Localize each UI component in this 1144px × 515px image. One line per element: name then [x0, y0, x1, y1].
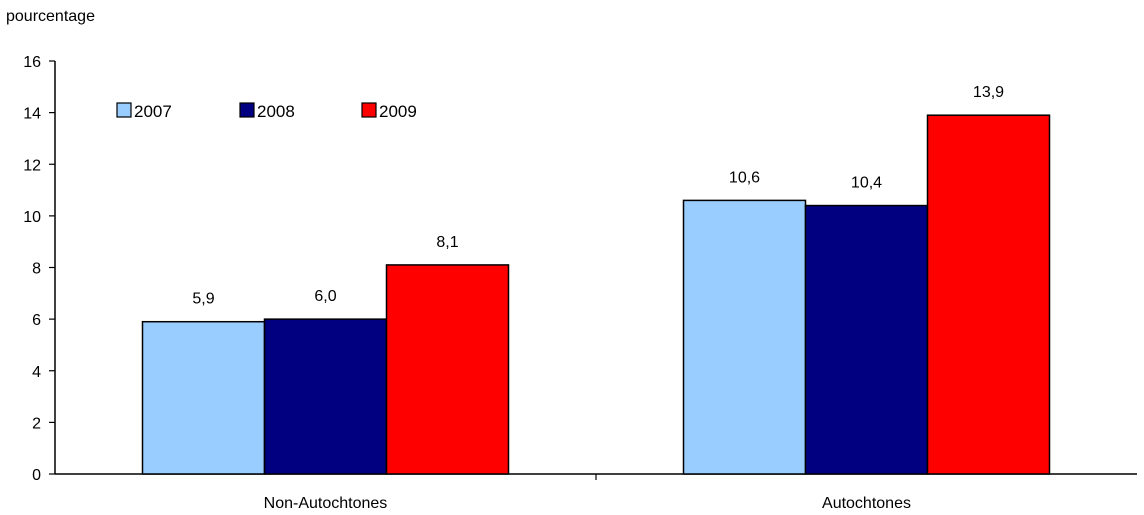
- y-tick-label: 4: [32, 364, 41, 381]
- bar-2008-non-autochtones: [263, 318, 388, 475]
- legend-swatch-2009: [361, 102, 377, 118]
- x-category-label: Non-Autochtones: [264, 495, 388, 512]
- y-tick-label: 8: [32, 261, 41, 278]
- legend-label-2009: 2009: [379, 102, 417, 121]
- bar-2009-non-autochtones: [385, 264, 510, 475]
- data-label: 8,1: [436, 234, 458, 251]
- data-label: 10,6: [729, 169, 760, 186]
- data-label: 13,9: [973, 84, 1004, 101]
- y-tick-label: 6: [32, 312, 41, 329]
- bar-2008-autochtones: [804, 204, 929, 475]
- x-category-label: Autochtones: [822, 495, 911, 512]
- bar-2007-non-autochtones: [141, 320, 266, 475]
- legend-swatch-2008: [239, 102, 255, 118]
- axes: 0 2 4 6 8 10 12 14 16 Non-Autochtones Autochtones: [23, 54, 1137, 512]
- y-tick-label: 14: [23, 106, 41, 123]
- y-tick-label: 10: [23, 209, 41, 226]
- bar-2009-autochtones: [926, 114, 1051, 475]
- y-tick-label: 16: [23, 54, 41, 71]
- y-tick-label: 2: [32, 415, 41, 432]
- y-axis-title: pourcentage: [6, 8, 95, 25]
- y-tick-label: 0: [32, 467, 41, 484]
- data-label: 6,0: [314, 288, 336, 305]
- bar-2007-autochtones: [682, 199, 807, 475]
- legend: 2007 2008 2009: [116, 102, 417, 121]
- data-label: 5,9: [192, 291, 214, 308]
- y-tick-label: 12: [23, 157, 41, 174]
- legend-label-2008: 2008: [257, 102, 295, 121]
- legend-label-2007: 2007: [134, 102, 172, 121]
- legend-swatch-2007: [116, 102, 132, 118]
- bars: 5,9 6,0 8,1 10,6 10,4 13,9: [141, 84, 1051, 475]
- data-label: 10,4: [851, 175, 882, 192]
